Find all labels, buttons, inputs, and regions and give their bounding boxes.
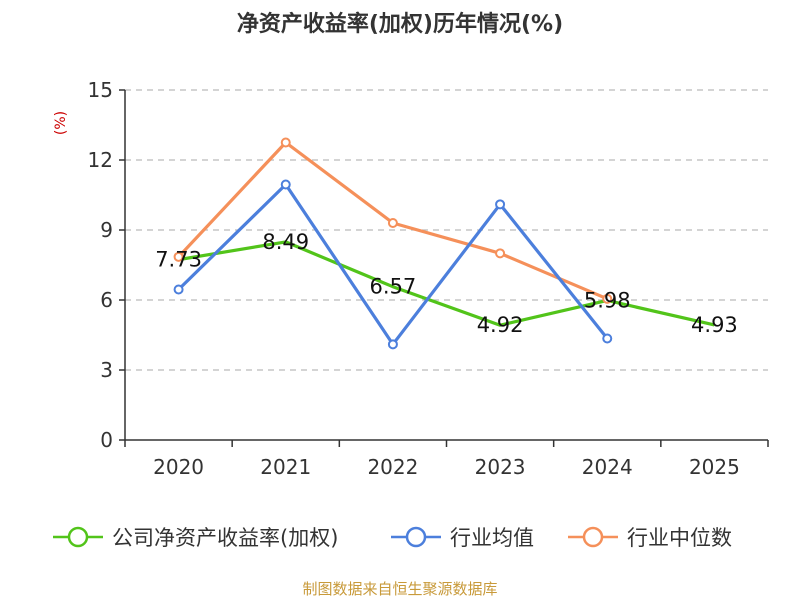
series-point-avg (280, 179, 291, 190)
legend-marker (405, 526, 427, 548)
legend-symbol-avg (391, 526, 441, 548)
source-note: 制图数据来自恒生聚源数据库 (302, 580, 498, 598)
data-label-layer: 7.73 8.49 6.57 4.92 5.98 4.93 (155, 230, 738, 337)
grid-layer (125, 89, 768, 371)
y-tick-label: 3 (100, 358, 113, 382)
legend-item-avg[interactable]: 行业均值 (390, 518, 534, 556)
chart-title: 净资产收益率(加权)历年情况(%) (236, 12, 564, 37)
x-tick-label: 2025 (689, 455, 740, 479)
y-tick-label: 12 (88, 148, 113, 172)
series-point-avg (602, 333, 613, 344)
legend-marker (582, 526, 604, 548)
series-point-median (602, 293, 613, 304)
series-line-avg (177, 182, 609, 346)
series-point-median (387, 218, 398, 228)
legend-label: 公司净资产收益率(加权) (112, 526, 339, 550)
data-label-roe: 4.93 (691, 313, 738, 337)
legend-symbol-roe (53, 526, 103, 548)
x-tick-label: 2021 (260, 455, 311, 479)
legend: 公司净资产收益率(加权) 行业均值 行业中位数 (0, 518, 800, 558)
y-tick-label: 15 (88, 78, 113, 102)
series-line-roe (178, 240, 715, 327)
legend-marker (67, 526, 89, 548)
data-label-roe: 5.98 (584, 288, 631, 312)
y-tick-label: 0 (100, 428, 113, 452)
data-label-roe: 4.92 (477, 313, 524, 337)
legend-label: 行业均值 (450, 526, 534, 550)
data-label-roe: 8.49 (262, 230, 309, 254)
data-label-roe: 6.57 (370, 275, 417, 299)
series-point-median (280, 137, 291, 148)
legend-item-median[interactable]: 行业中位数 (567, 518, 732, 556)
x-tick-label: 2022 (367, 455, 418, 479)
x-tick-label: 2020 (153, 455, 204, 479)
series-point-avg (173, 284, 184, 295)
data-label-roe: 7.73 (155, 248, 202, 272)
series-point-median (173, 251, 184, 262)
series-layer (173, 137, 715, 350)
series-point-median (495, 248, 506, 259)
series-point-avg (495, 199, 506, 210)
x-tick-label: 2024 (582, 455, 633, 479)
legend-item-roe[interactable]: 公司净资产收益率(加权) (52, 518, 338, 556)
axis-layer: 0 3 6 9 12 15 2020 2021 2022 2023 2024 2025 (88, 78, 769, 479)
y-tick-label: 9 (100, 218, 113, 242)
legend-symbol-median (568, 526, 618, 548)
x-tick-label: 2023 (475, 455, 526, 479)
series-point-avg (387, 339, 398, 350)
y-tick-label: 6 (100, 288, 113, 312)
legend-label: 行业中位数 (627, 526, 732, 550)
